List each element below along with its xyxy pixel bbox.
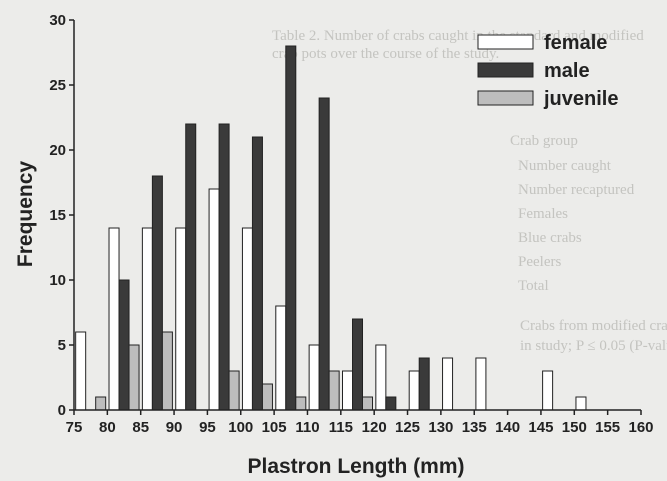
x-tick-label: 115 [329, 419, 353, 436]
bar-male [352, 318, 364, 411]
bar-female [75, 331, 87, 411]
bar-juvenile [95, 396, 107, 411]
x-tick-label: 80 [99, 419, 116, 436]
x-tick-label: 125 [395, 419, 420, 436]
bar-female [275, 305, 287, 411]
bar-female [542, 370, 554, 411]
bar-juvenile [328, 370, 340, 411]
bar-juvenile [228, 370, 240, 411]
x-tick-label: 160 [628, 419, 653, 436]
svg-text:Crabs from modified crab pots: Crabs from modified crab pots in [520, 318, 667, 334]
y-tick-label: 10 [49, 272, 66, 289]
y-tick-label: 5 [58, 337, 66, 354]
x-axis-title: Plastron Length (mm) [247, 455, 464, 478]
bar-female [408, 370, 420, 411]
bar-male [151, 175, 163, 411]
x-tick-label: 90 [166, 419, 183, 436]
bar-juvenile [362, 396, 374, 411]
bar-male [318, 97, 330, 411]
x-tick-label: 120 [362, 419, 387, 436]
svg-text:Number recaptured: Number recaptured [518, 182, 635, 198]
bar-female [108, 227, 120, 411]
bar-juvenile [295, 396, 307, 411]
y-tick-label: 30 [49, 12, 66, 29]
bar-male [251, 136, 263, 411]
y-tick-label: 0 [58, 402, 66, 419]
legend-label-male: male [544, 60, 590, 82]
bar-male [385, 396, 397, 411]
bar-juvenile [128, 344, 140, 411]
svg-text:in study; P ≤ 0.05 (P-values f: in study; P ≤ 0.05 (P-values from [520, 338, 667, 354]
x-tick-label: 155 [595, 419, 620, 436]
svg-text:Females: Females [518, 206, 568, 222]
svg-text:Table 2. Number of crabs caug: Table 2. Number of crabs caught in the s… [272, 28, 644, 44]
bar-female [341, 370, 353, 411]
svg-text:Number caught: Number caught [518, 158, 612, 174]
x-tick-label: 105 [262, 419, 287, 436]
x-tick-label: 75 [66, 419, 83, 436]
bar-juvenile [261, 383, 273, 411]
x-tick-label: 85 [132, 419, 149, 436]
svg-text:Crab group: Crab group [510, 133, 578, 149]
bar-female [475, 357, 487, 411]
legend-label-juvenile: juvenile [543, 88, 618, 110]
x-tick-label: 130 [428, 419, 453, 436]
bar-female [442, 357, 454, 411]
bar-female [308, 344, 320, 411]
x-tick-label: 135 [462, 419, 487, 436]
svg-text:Blue crabs: Blue crabs [518, 230, 582, 246]
x-tick-label: 100 [228, 419, 253, 436]
bar-female [575, 396, 587, 411]
legend-swatch-female [477, 34, 534, 50]
y-tick-label: 20 [49, 142, 66, 159]
bar-female [241, 227, 253, 411]
bar-male [218, 123, 230, 411]
x-tick-label: 150 [562, 419, 587, 436]
x-tick-label: 140 [495, 419, 520, 436]
svg-text:Total: Total [518, 278, 549, 294]
y-tick-label: 15 [49, 207, 66, 224]
y-axis-title: Frequency [14, 161, 37, 268]
y-tick-label: 25 [49, 77, 66, 94]
svg-text:Peelers: Peelers [518, 254, 561, 270]
x-tick-label: 145 [528, 419, 553, 436]
bar-male [285, 45, 297, 411]
legend-swatch-male [477, 62, 534, 78]
bar-female [208, 188, 220, 411]
legend-label-female: female [544, 32, 607, 54]
background-scan-text: Table 2. Number of crabs caught in the s… [272, 28, 667, 354]
x-tick-label: 95 [199, 419, 216, 436]
bar-female [375, 344, 387, 411]
svg-text:crab pots over the course of t: crab pots over the course of the study. [272, 46, 499, 62]
bar-male [418, 357, 430, 411]
bar-juvenile [161, 331, 173, 411]
bar-male [118, 279, 130, 411]
bar-female [175, 227, 187, 411]
legend-swatch-juvenile [477, 90, 534, 106]
bar-male [185, 123, 197, 411]
x-tick-label: 110 [295, 419, 319, 436]
bar-female [141, 227, 153, 411]
